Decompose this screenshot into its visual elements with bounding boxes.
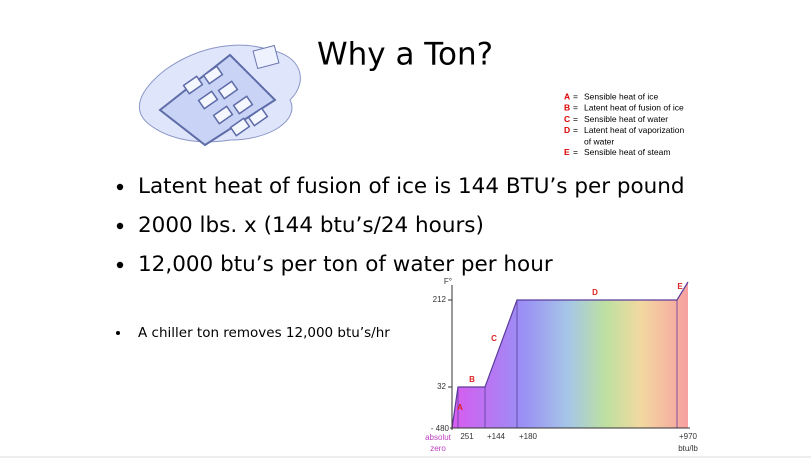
legend-text: Sensible heat of water [584,114,668,124]
legend-sep: = [573,103,578,113]
legend-sep: = [573,91,578,101]
bullet-dot [116,261,124,269]
segment-label: B [469,375,475,384]
x-tick-label: +970 [679,432,698,441]
legend-sep: = [573,125,578,135]
x-tick-label: +144 [487,432,506,441]
bullet-dot [116,331,120,335]
bullet-list: Latent heat of fusion of ice is 144 BTU’… [116,174,685,277]
legend-key: E [564,147,570,157]
legend-text: Latent heat of fusion of ice [584,103,684,113]
bullet-text: 2000 lbs. x (144 btu’s/24 hours) [138,213,484,238]
segment-label: E [677,282,683,291]
curve-line [451,281,689,429]
heating-curve: F° 212 32 - 480 absolut zero 251 +144 +1… [425,277,698,453]
segment-label: C [491,334,497,343]
bullet-dot [116,183,124,191]
legend-key: B [564,103,570,113]
y-tick-label: - 480 [431,424,450,433]
y-axis-label: F° [444,277,452,286]
legend-text: Latent heat of vaporization [584,125,684,135]
note: A chiller ton removes 12,000 btu’s/hr [138,325,390,341]
y-tick-label: 212 [433,295,447,304]
legend-key: C [564,114,570,124]
bullet-text: 12,000 btu’s per ton of water per hour [138,252,553,277]
segment-label: D [592,288,598,297]
slide-title: Why a Ton? [317,37,493,73]
legend-sep: = [573,114,578,124]
ice-illustration [138,44,301,147]
x-unit: btu/lb [678,444,698,453]
bullet-text: Latent heat of fusion of ice is 144 BTU’… [138,174,685,199]
legend-sep: = [573,147,578,157]
curve-area [452,282,688,428]
segment-label: A [457,403,463,412]
x-tick-label: 251 [460,432,474,441]
legend-text: of water [584,136,614,146]
origin-label: zero [430,444,446,453]
legend-text: Sensible heat of ice [584,91,658,101]
legend-key: D [564,125,570,135]
y-tick-label: 32 [437,382,446,391]
bullet-dot [116,222,124,230]
x-tick-label: +180 [519,432,538,441]
origin-label: absolut [425,433,452,442]
legend-key: A [564,91,570,101]
legend-text: Sensible heat of steam [584,147,670,157]
